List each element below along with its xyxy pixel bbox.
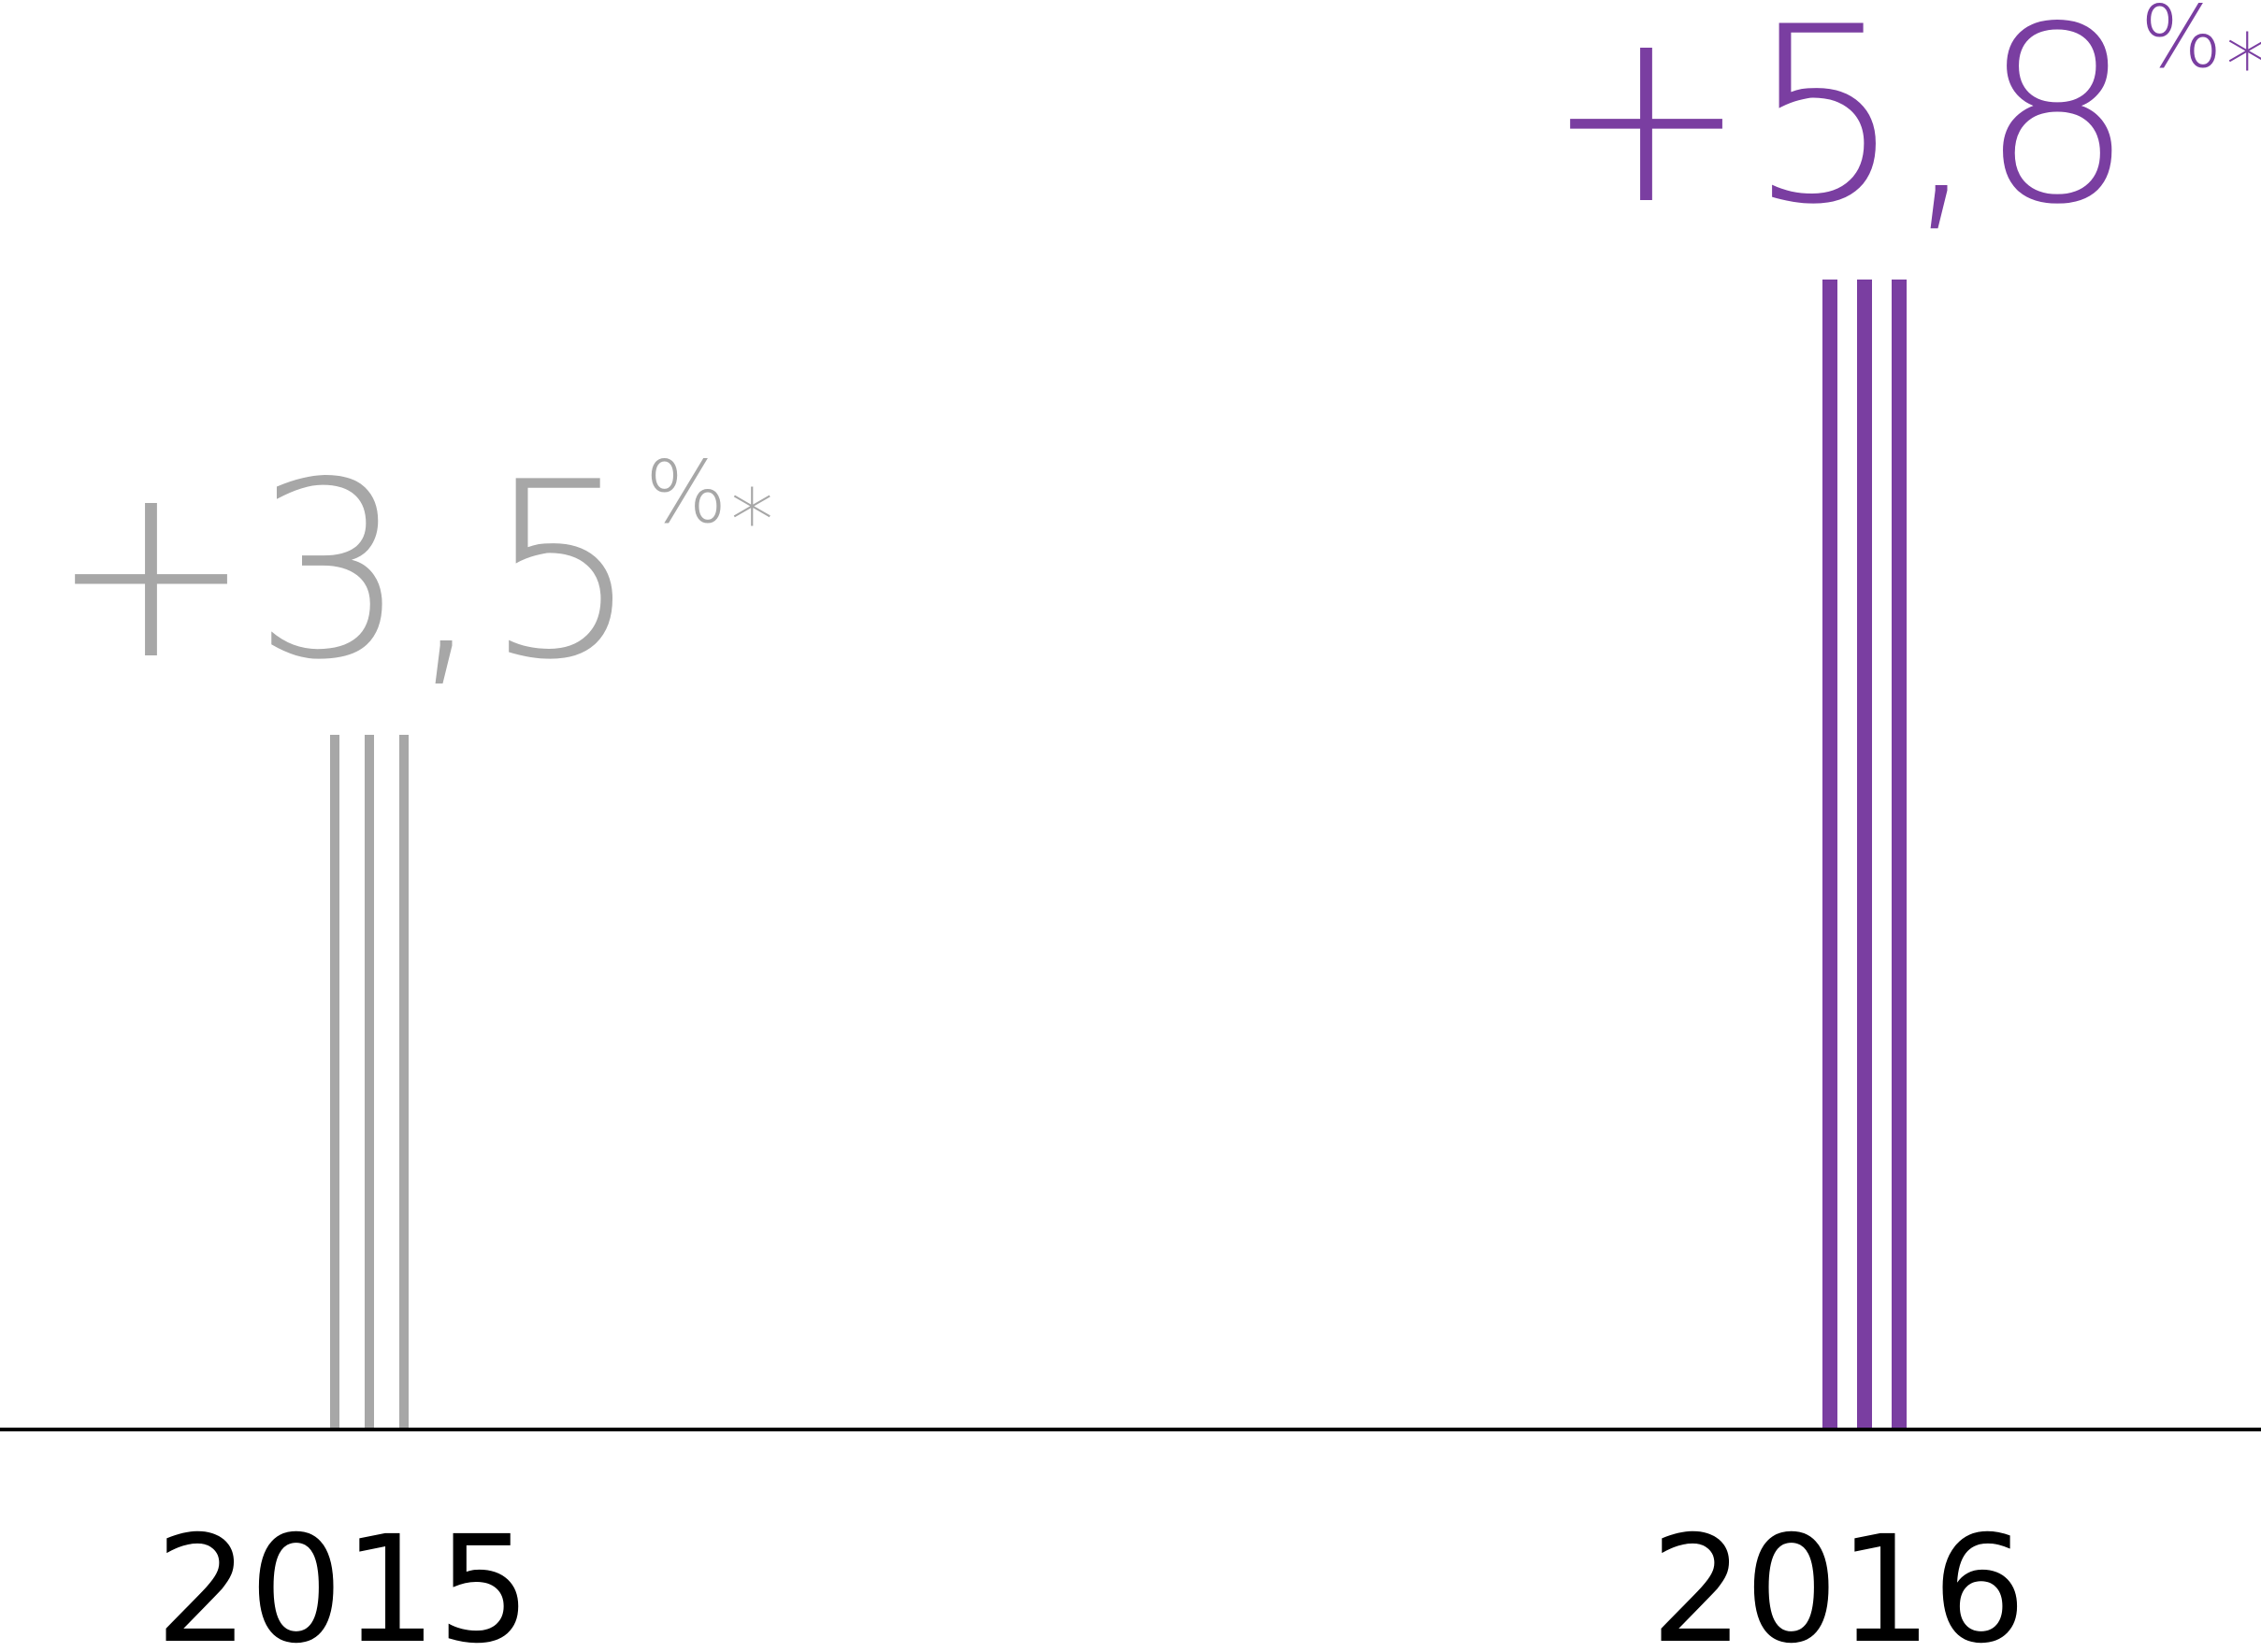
bar-2016-stroke-2 [1857,280,1872,1428]
bar-2016-stroke-1 [1822,280,1837,1428]
bar-2015-stroke-3 [399,734,409,1428]
data-label-2016: +5,8%* [1545,0,2261,258]
bar-2016-stroke-3 [1892,280,1907,1428]
data-label-percent: % [2140,0,2222,87]
bar-2015 [330,734,409,1428]
bar-2015-stroke-1 [330,734,339,1428]
labels-layer: +3,5%*2015+5,8%*2016 [50,0,2261,1652]
data-label-value: +3,5 [50,431,640,713]
data-label-asterisk: * [2225,16,2261,116]
bars-layer [330,280,1907,1428]
data-label-asterisk: * [730,471,773,571]
bar-2015-stroke-2 [365,734,374,1428]
data-label-value: +5,8 [1545,0,2135,258]
data-label-2015: +3,5%* [50,431,774,713]
data-label-percent: % [645,442,727,542]
x-tick-label-2015: 2015 [155,1504,531,1652]
x-tick-label-2016: 2016 [1650,1504,2026,1652]
bar-2016 [1822,280,1907,1428]
